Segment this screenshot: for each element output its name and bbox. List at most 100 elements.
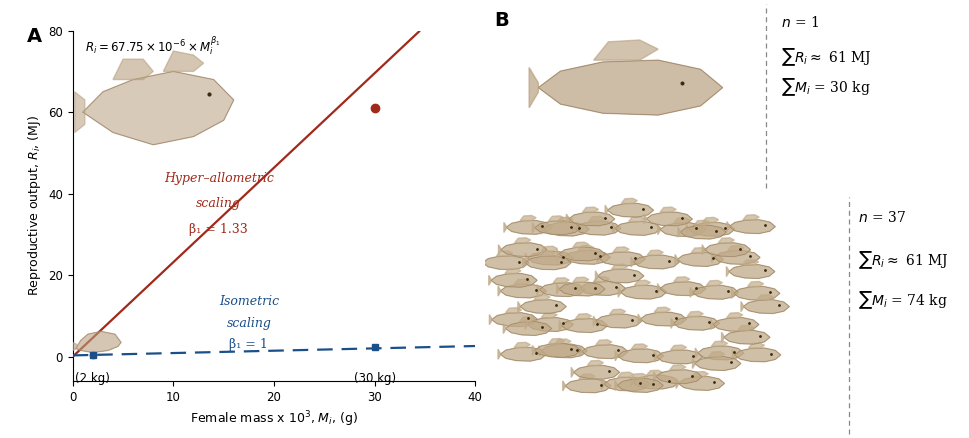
Polygon shape bbox=[742, 300, 789, 314]
Polygon shape bbox=[632, 375, 678, 389]
Polygon shape bbox=[670, 345, 686, 350]
Polygon shape bbox=[657, 284, 659, 294]
Text: scaling: scaling bbox=[196, 197, 241, 210]
Polygon shape bbox=[568, 212, 614, 226]
Polygon shape bbox=[595, 314, 641, 328]
Polygon shape bbox=[519, 300, 566, 314]
Polygon shape bbox=[741, 260, 758, 265]
Polygon shape bbox=[556, 217, 573, 222]
Polygon shape bbox=[497, 286, 500, 296]
Polygon shape bbox=[532, 223, 534, 233]
Polygon shape bbox=[694, 357, 740, 371]
Polygon shape bbox=[695, 348, 697, 358]
Polygon shape bbox=[572, 242, 588, 247]
Polygon shape bbox=[561, 319, 607, 332]
Polygon shape bbox=[556, 284, 558, 294]
Polygon shape bbox=[527, 251, 573, 265]
Polygon shape bbox=[620, 285, 666, 299]
Polygon shape bbox=[541, 313, 556, 318]
Polygon shape bbox=[742, 215, 759, 220]
Polygon shape bbox=[727, 246, 743, 251]
Polygon shape bbox=[734, 348, 780, 362]
Polygon shape bbox=[163, 51, 203, 71]
Text: Isometric: Isometric bbox=[219, 295, 279, 308]
Polygon shape bbox=[604, 377, 649, 391]
Polygon shape bbox=[672, 316, 719, 330]
Polygon shape bbox=[707, 352, 724, 357]
Polygon shape bbox=[514, 279, 530, 284]
Text: (2 kg): (2 kg) bbox=[76, 372, 110, 385]
Polygon shape bbox=[679, 225, 726, 239]
Text: $R_i = 67.75 \times 10^{-6} \times M_i^{\beta_1}$: $R_i = 67.75 \times 10^{-6} \times M_i^{… bbox=[84, 36, 220, 58]
Polygon shape bbox=[514, 343, 530, 347]
Polygon shape bbox=[561, 252, 564, 262]
Polygon shape bbox=[653, 372, 655, 381]
Polygon shape bbox=[655, 370, 702, 384]
Polygon shape bbox=[690, 287, 692, 297]
Polygon shape bbox=[541, 224, 543, 234]
Text: Hyper–allometric: Hyper–allometric bbox=[164, 173, 273, 185]
Polygon shape bbox=[617, 349, 663, 363]
Polygon shape bbox=[503, 324, 505, 333]
Polygon shape bbox=[596, 254, 599, 264]
Polygon shape bbox=[489, 314, 491, 325]
Polygon shape bbox=[601, 379, 604, 389]
Polygon shape bbox=[710, 319, 712, 329]
Polygon shape bbox=[572, 223, 575, 233]
Polygon shape bbox=[505, 321, 551, 336]
Polygon shape bbox=[519, 215, 536, 220]
Polygon shape bbox=[552, 278, 569, 283]
Polygon shape bbox=[614, 222, 660, 235]
Polygon shape bbox=[723, 330, 769, 344]
Polygon shape bbox=[616, 378, 663, 392]
Polygon shape bbox=[538, 60, 722, 115]
Polygon shape bbox=[578, 282, 625, 295]
Polygon shape bbox=[617, 372, 633, 377]
Polygon shape bbox=[578, 245, 594, 251]
Polygon shape bbox=[705, 280, 722, 286]
Text: $n$ = 1: $n$ = 1 bbox=[780, 15, 818, 30]
Polygon shape bbox=[500, 284, 546, 298]
Polygon shape bbox=[533, 295, 549, 300]
Polygon shape bbox=[673, 218, 689, 223]
Polygon shape bbox=[532, 346, 534, 355]
Polygon shape bbox=[643, 214, 645, 224]
Polygon shape bbox=[605, 205, 607, 215]
Polygon shape bbox=[578, 374, 594, 379]
Polygon shape bbox=[538, 251, 554, 256]
Polygon shape bbox=[732, 350, 734, 360]
Polygon shape bbox=[659, 282, 705, 296]
Polygon shape bbox=[528, 67, 538, 108]
Text: A: A bbox=[26, 27, 42, 46]
Polygon shape bbox=[645, 212, 692, 226]
Polygon shape bbox=[747, 282, 763, 286]
Polygon shape bbox=[579, 346, 581, 357]
Polygon shape bbox=[697, 346, 743, 360]
Polygon shape bbox=[634, 280, 650, 285]
Polygon shape bbox=[733, 286, 779, 300]
Polygon shape bbox=[498, 245, 500, 254]
Polygon shape bbox=[677, 227, 679, 237]
Polygon shape bbox=[711, 252, 713, 262]
Polygon shape bbox=[638, 314, 640, 324]
Polygon shape bbox=[657, 225, 659, 235]
Polygon shape bbox=[646, 370, 662, 375]
Polygon shape bbox=[572, 277, 588, 282]
X-axis label: Female mass x 10$^3$, $M_i$, (g): Female mass x 10$^3$, $M_i$, (g) bbox=[190, 410, 358, 429]
Polygon shape bbox=[614, 351, 617, 361]
Polygon shape bbox=[597, 269, 643, 283]
Polygon shape bbox=[506, 220, 551, 234]
Polygon shape bbox=[588, 216, 604, 221]
Polygon shape bbox=[726, 222, 729, 232]
Polygon shape bbox=[717, 238, 734, 243]
Text: β₁ = 1.33: β₁ = 1.33 bbox=[189, 223, 248, 237]
Polygon shape bbox=[534, 221, 580, 235]
Polygon shape bbox=[488, 276, 490, 285]
Polygon shape bbox=[599, 252, 644, 266]
Polygon shape bbox=[729, 220, 774, 233]
Polygon shape bbox=[726, 313, 742, 318]
Polygon shape bbox=[688, 223, 734, 236]
Polygon shape bbox=[614, 381, 616, 390]
Polygon shape bbox=[692, 359, 694, 368]
Polygon shape bbox=[562, 381, 565, 391]
